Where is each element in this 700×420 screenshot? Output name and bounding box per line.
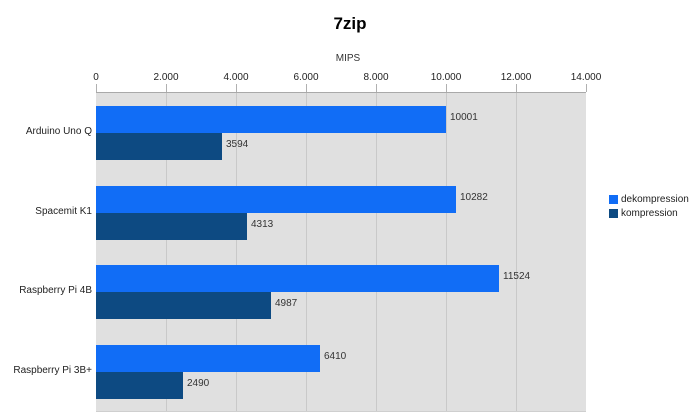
value-label-dekompression-0: 10001	[450, 112, 478, 123]
x-tick-mark	[306, 84, 307, 92]
x-tick-mark	[376, 84, 377, 92]
value-label-kompression-3: 2490	[187, 378, 210, 389]
legend-label: dekompression	[621, 193, 689, 205]
bar-dekompression-3	[96, 345, 320, 372]
legend-swatch-icon	[609, 208, 618, 218]
legend-item-kompression: kompression	[609, 206, 689, 220]
x-tick-label: 4.000	[223, 72, 249, 83]
x-tick-mark	[516, 84, 517, 92]
value-label-dekompression-1: 10282	[460, 192, 488, 203]
x-axis-title: MIPS	[335, 53, 361, 64]
x-tick-label: 2.000	[153, 72, 179, 83]
value-label-kompression-1: 4313	[251, 219, 274, 230]
x-tick-mark	[236, 84, 237, 92]
value-label-kompression-2: 4987	[275, 298, 298, 309]
value-label-dekompression-2: 11524	[503, 271, 531, 282]
plot-area	[96, 92, 586, 412]
category-label-0: Arduino Uno Q	[25, 126, 92, 137]
category-label-2: Raspberry Pi 4B	[19, 285, 92, 296]
x-tick-label: 10.000	[430, 72, 462, 83]
x-tick-label: 6.000	[293, 72, 319, 83]
value-label-dekompression-3: 6410	[324, 351, 347, 362]
gridline	[446, 93, 447, 411]
category-label-1: Spacemit K1	[35, 206, 92, 217]
bar-dekompression-0	[96, 106, 446, 133]
x-tick-label: 12.000	[500, 72, 532, 83]
bar-kompression-1	[96, 213, 247, 240]
x-tick-mark	[166, 84, 167, 92]
bar-kompression-3	[96, 372, 183, 399]
x-tick-mark	[96, 84, 97, 92]
bar-dekompression-2	[96, 265, 499, 292]
value-label-kompression-0: 3594	[226, 139, 249, 150]
gridline	[166, 93, 167, 411]
x-tick-mark	[446, 84, 447, 92]
legend-swatch-icon	[609, 194, 618, 204]
gridline	[516, 93, 517, 411]
gridline	[236, 93, 237, 411]
gridline	[306, 93, 307, 411]
bar-kompression-2	[96, 292, 271, 319]
x-tick-label: 8.000	[363, 72, 389, 83]
legend-label: kompression	[621, 207, 678, 219]
bar-kompression-0	[96, 133, 222, 160]
bar-dekompression-1	[96, 186, 456, 213]
chart-title: 7zip	[333, 14, 367, 33]
x-tick-mark	[586, 84, 587, 92]
category-label-3: Raspberry Pi 3B+	[13, 365, 92, 376]
x-tick-label: 14.000	[570, 72, 602, 83]
gridline	[376, 93, 377, 411]
legend: dekompression kompression	[609, 192, 689, 220]
x-tick-label: 0	[93, 72, 99, 83]
legend-item-dekompression: dekompression	[609, 192, 689, 206]
